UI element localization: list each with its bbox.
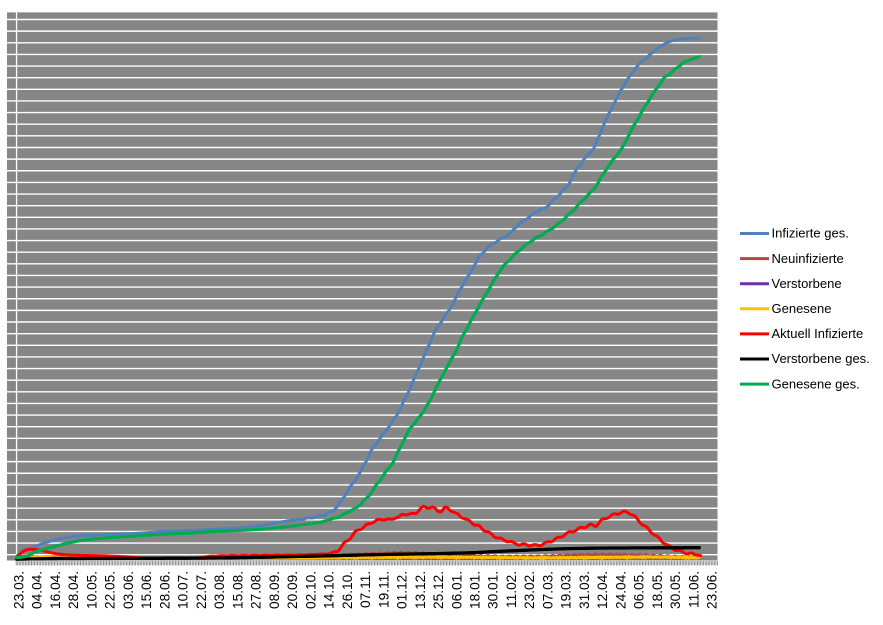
svg-text:Neuinfizierte: Neuinfizierte [772,251,844,266]
svg-text:14.10.: 14.10. [322,571,337,609]
svg-text:15.08.: 15.08. [230,571,245,609]
svg-text:Genesene ges.: Genesene ges. [772,376,860,391]
svg-text:Infizierte ges.: Infizierte ges. [772,226,849,241]
svg-text:28.04.: 28.04. [66,571,81,609]
svg-text:23.06.: 23.06. [705,571,720,609]
svg-text:16.04.: 16.04. [48,571,63,609]
svg-text:06.05.: 06.05. [632,571,647,609]
svg-text:23.02.: 23.02. [522,571,537,609]
svg-text:30.05.: 30.05. [668,571,683,609]
svg-text:18.01.: 18.01. [468,571,483,609]
svg-text:Genesene: Genesene [772,301,832,316]
svg-text:26.10.: 26.10. [340,571,355,609]
svg-text:27.08.: 27.08. [249,571,264,609]
svg-text:03.06.: 03.06. [121,571,136,609]
svg-text:19.03.: 19.03. [559,571,574,609]
svg-text:07.03.: 07.03. [541,571,556,609]
svg-text:07.11.: 07.11. [358,571,373,608]
svg-text:25.12.: 25.12. [431,571,446,609]
svg-text:13.12.: 13.12. [413,571,428,609]
svg-text:12.04.: 12.04. [595,571,610,609]
svg-text:15.06.: 15.06. [139,571,154,609]
svg-text:Verstorbene: Verstorbene [772,276,842,291]
svg-text:02.10.: 02.10. [303,571,318,609]
svg-text:01.12.: 01.12. [395,571,410,609]
svg-text:11.06.: 11.06. [686,571,701,608]
svg-text:Verstorbene ges.: Verstorbene ges. [772,351,870,366]
svg-text:18.05.: 18.05. [650,571,665,609]
svg-text:08.09.: 08.09. [267,571,282,609]
svg-text:19.11.: 19.11. [376,571,391,608]
svg-text:22.07.: 22.07. [194,571,209,609]
svg-text:20.09.: 20.09. [285,571,300,609]
svg-text:22.05.: 22.05. [103,571,118,609]
svg-text:23.03.: 23.03. [12,571,27,609]
svg-text:06.01.: 06.01. [449,571,464,609]
svg-text:28.06.: 28.06. [157,571,172,609]
svg-text:30.01.: 30.01. [486,571,501,609]
svg-text:10.07.: 10.07. [176,571,191,609]
svg-text:03.08.: 03.08. [212,571,227,609]
svg-text:Aktuell Infizierte: Aktuell Infizierte [772,326,864,341]
svg-text:24.04.: 24.04. [613,571,628,609]
svg-text:10.05.: 10.05. [85,571,100,609]
svg-text:31.03.: 31.03. [577,571,592,609]
svg-text:11.02.: 11.02. [504,571,519,608]
svg-text:04.04.: 04.04. [30,571,45,609]
